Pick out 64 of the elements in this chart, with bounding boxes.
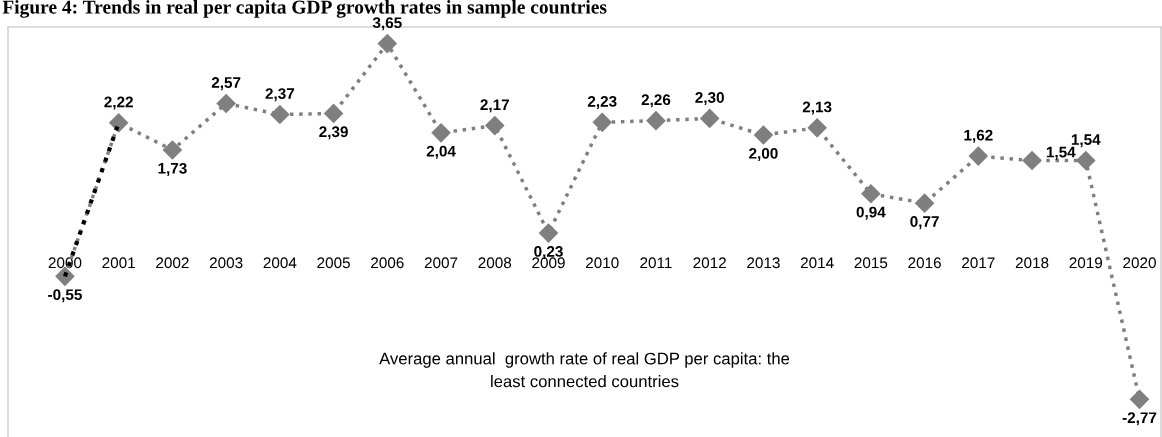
data-label: 3,65 — [372, 17, 402, 31]
x-tick-label: 2001 — [102, 257, 135, 269]
point — [377, 34, 397, 54]
x-tick-label: 2010 — [586, 257, 619, 269]
x-tick-label: 2015 — [854, 257, 888, 269]
point — [216, 93, 236, 113]
data-label: 1,73 — [158, 162, 187, 176]
data-label: 1,62 — [964, 129, 993, 143]
point — [1022, 150, 1042, 171]
data-label: 1,54 — [1071, 134, 1101, 148]
data-label: 2,13 — [802, 101, 832, 115]
x-tick-label: 2019 — [1069, 257, 1103, 269]
x-tick-label: 2009 — [532, 257, 565, 269]
x-tick-label: 2014 — [800, 257, 834, 269]
data-label: 2,17 — [480, 99, 509, 113]
chart-title: Figure 4: Trends in real per capita GDP growth rates in sample countries — [2, 0, 607, 18]
point — [1129, 389, 1150, 409]
x-tick-label: 2016 — [908, 257, 941, 269]
x-tick-label: 2011 — [640, 257, 672, 269]
point — [861, 184, 881, 204]
data-label: 2,00 — [749, 147, 778, 161]
text: Average annual growth rate of real GDP per capita: the least connected countries — [379, 352, 790, 388]
point — [646, 111, 666, 131]
x-tick-label: 2017 — [962, 257, 995, 269]
point — [592, 112, 612, 132]
data-label: 0,94 — [856, 206, 886, 220]
point — [324, 103, 344, 123]
point — [270, 105, 290, 125]
x-tick-label: 2003 — [209, 257, 243, 269]
data-label: -2,77 — [1122, 412, 1157, 426]
x-tick-label: 2018 — [1015, 257, 1049, 269]
point — [807, 118, 827, 138]
point — [538, 223, 559, 243]
point — [431, 123, 451, 143]
x-tick-label: 2002 — [156, 257, 189, 269]
data-label: 2,22 — [104, 96, 133, 110]
point — [485, 116, 505, 136]
point — [109, 113, 129, 133]
data-label: 2,57 — [211, 77, 241, 91]
x-tick-label: 2005 — [317, 257, 350, 269]
point — [1076, 150, 1096, 171]
data-label: 1,54 — [1046, 146, 1076, 160]
data-label: 2,04 — [426, 145, 456, 159]
x-tick-label: 2020 — [1123, 257, 1156, 269]
point — [753, 125, 773, 145]
point — [915, 193, 935, 213]
x-tick-label: 2007 — [424, 257, 458, 269]
point — [162, 140, 182, 160]
point — [700, 108, 720, 128]
x-tick-label: 2012 — [693, 257, 726, 269]
data-label: 0,23 — [534, 246, 563, 260]
data-label: 2,26 — [641, 94, 671, 108]
x-tick-label: 2013 — [747, 257, 780, 269]
point — [968, 146, 988, 166]
data-label: 0,77 — [910, 216, 939, 230]
data-label: -0,55 — [48, 289, 82, 303]
data-label: 2,23 — [587, 95, 617, 109]
data-label: 2,39 — [319, 126, 348, 140]
x-tick-label: 2004 — [263, 257, 297, 269]
data-label: 2,30 — [695, 92, 724, 106]
x-tick-label: 2008 — [478, 257, 512, 269]
x-tick-label: 2000 — [48, 257, 82, 269]
x-tick-label: 2006 — [371, 257, 404, 269]
data-label: 2,37 — [265, 88, 295, 102]
